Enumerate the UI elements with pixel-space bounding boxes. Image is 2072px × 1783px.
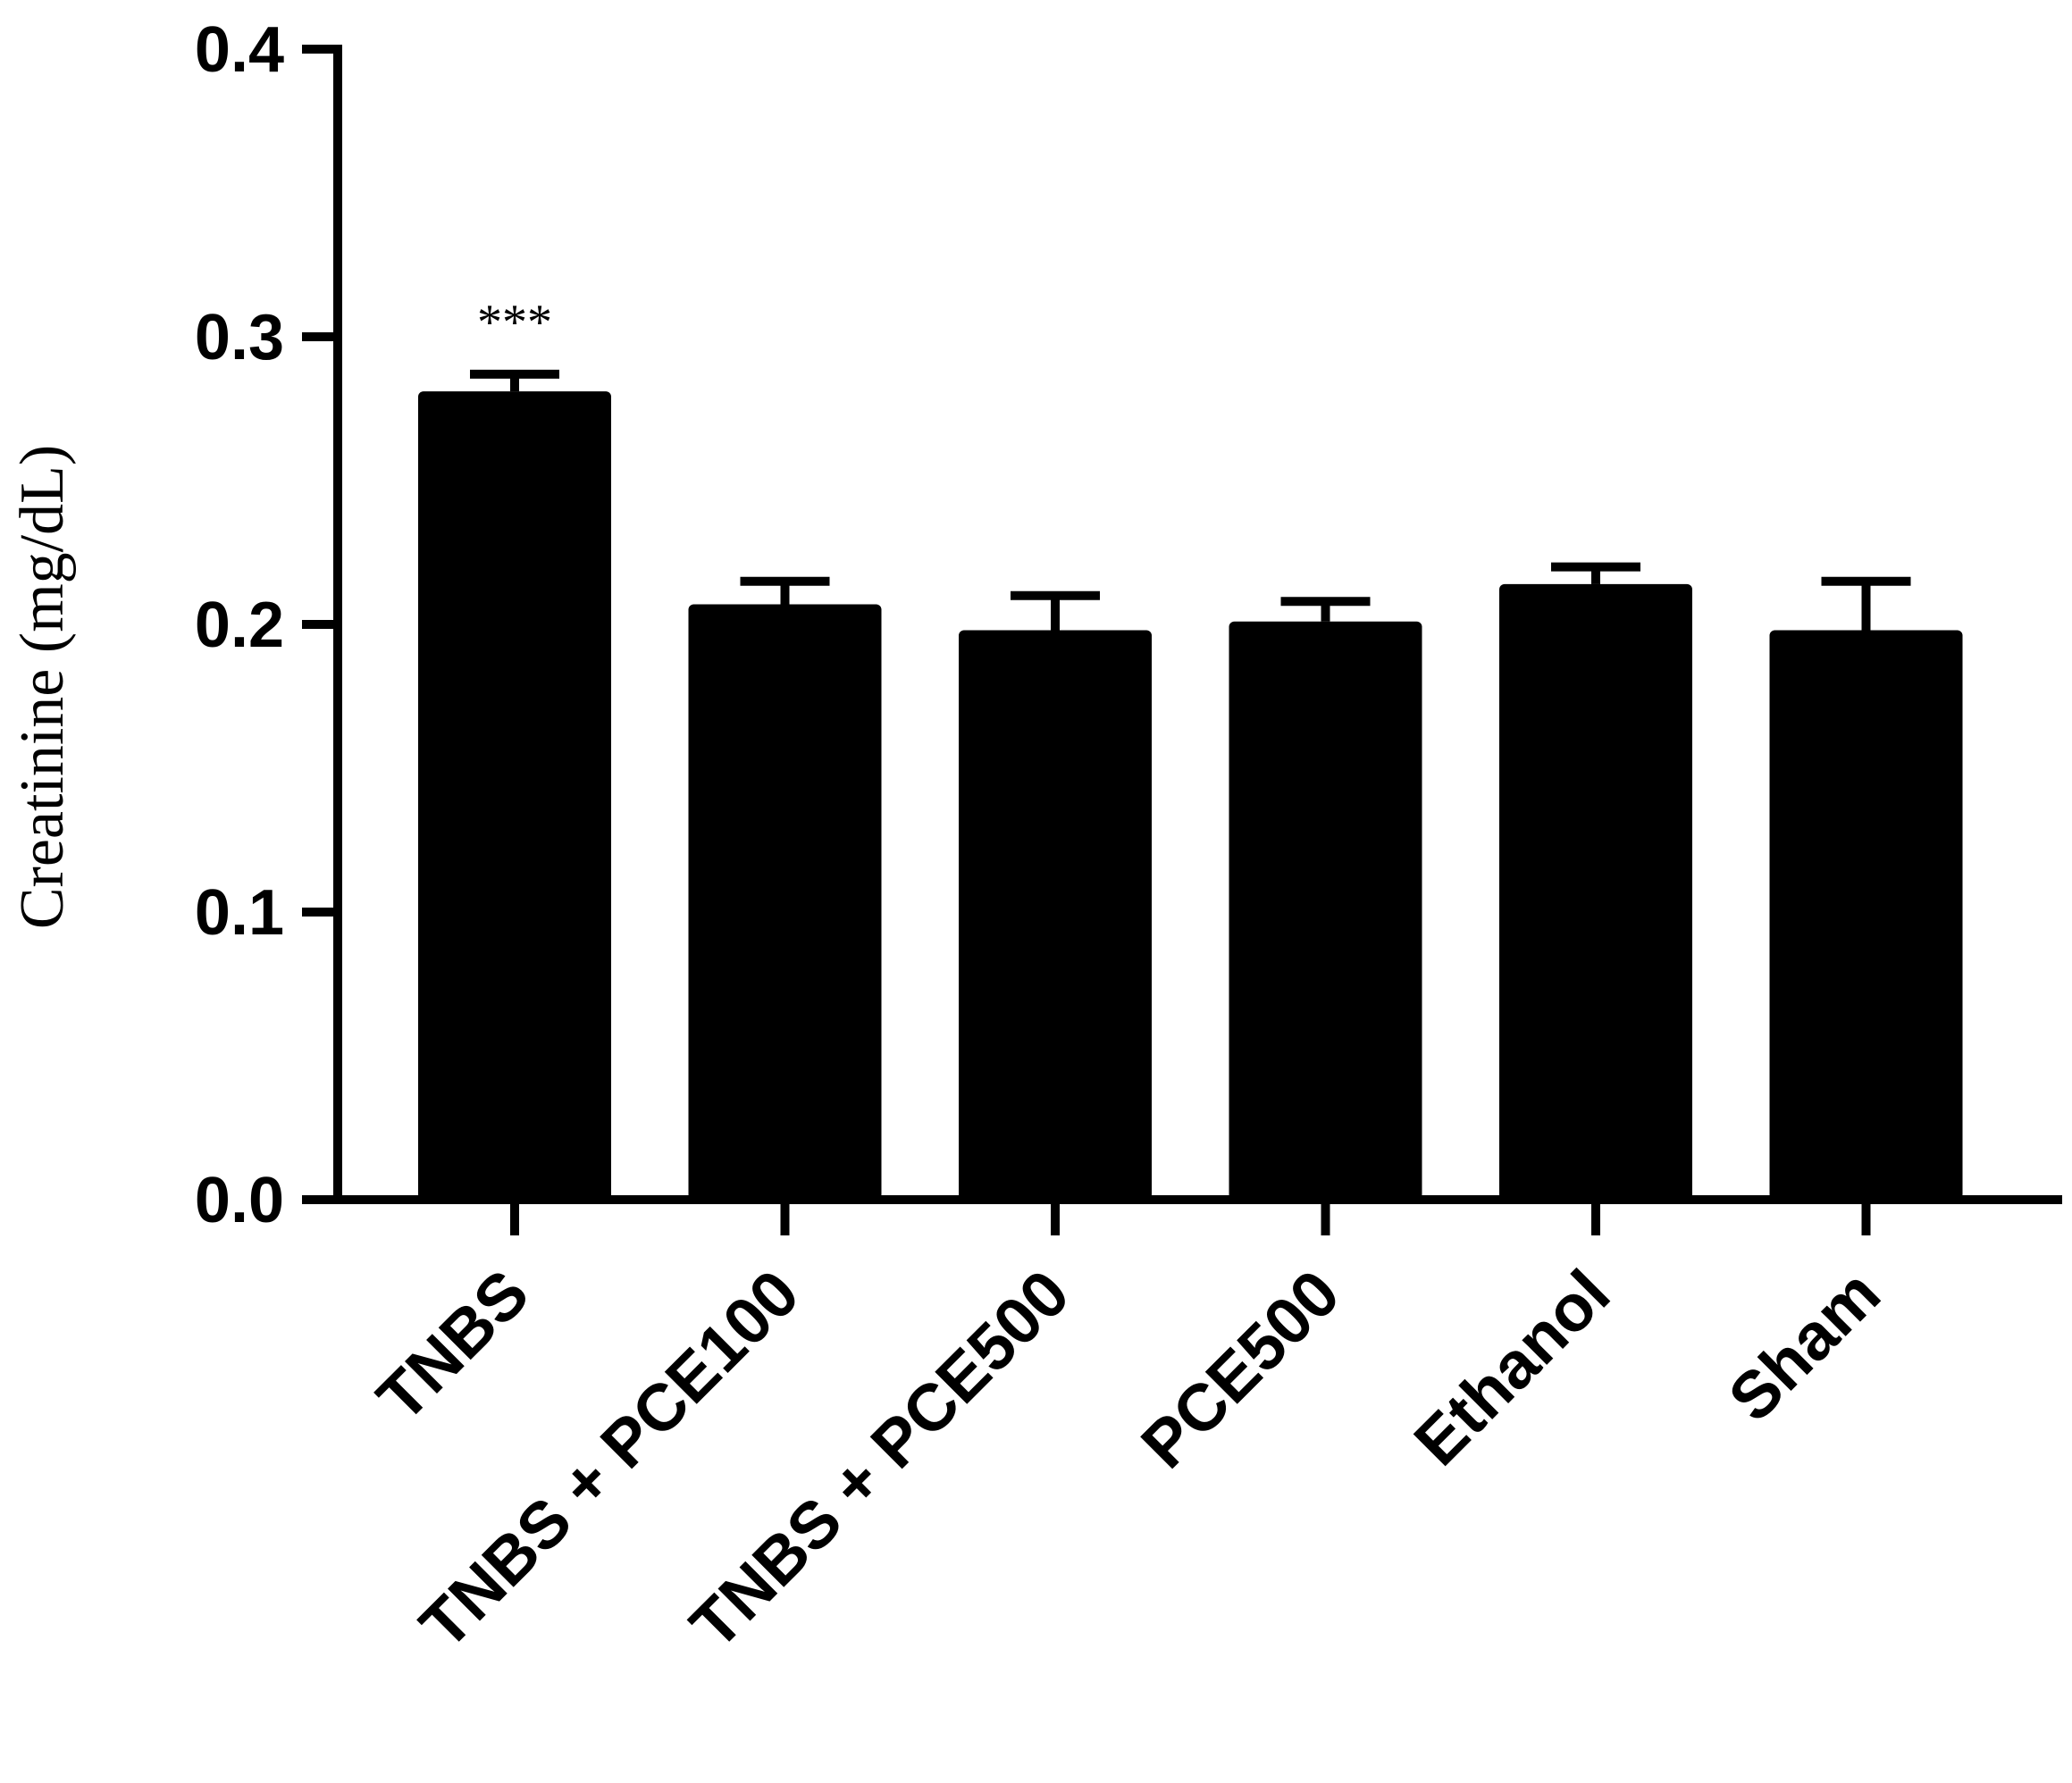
- bar-tnbs-pce500: [959, 630, 1152, 1200]
- y-axis-title: Creatinine (mg/dL): [8, 445, 77, 929]
- significance-annotation: ***: [477, 295, 552, 350]
- x-tick-label-sham: Sham: [1715, 1256, 1894, 1436]
- bar-ethanol: [1499, 583, 1692, 1200]
- x-tick-label-ethanol: Ethanol: [1400, 1256, 1624, 1480]
- y-tick-label: 0.3: [195, 302, 284, 373]
- bar-tnbs: [418, 391, 611, 1200]
- y-tick-label: 0.1: [195, 877, 284, 949]
- bar-sham: [1769, 630, 1963, 1200]
- y-tick-label: 0.0: [195, 1165, 284, 1236]
- y-tick-label: 0.4: [195, 14, 284, 86]
- y-tick-label: 0.2: [195, 590, 284, 661]
- bar-pce500: [1229, 621, 1422, 1200]
- plot-area: [418, 369, 1963, 1200]
- axes: [302, 45, 2062, 1235]
- bar-tnbs-pce100: [688, 604, 882, 1200]
- x-tick-label-pce500: PCE500: [1127, 1256, 1354, 1483]
- x-tick-label-tnbs: TNBS: [363, 1256, 542, 1436]
